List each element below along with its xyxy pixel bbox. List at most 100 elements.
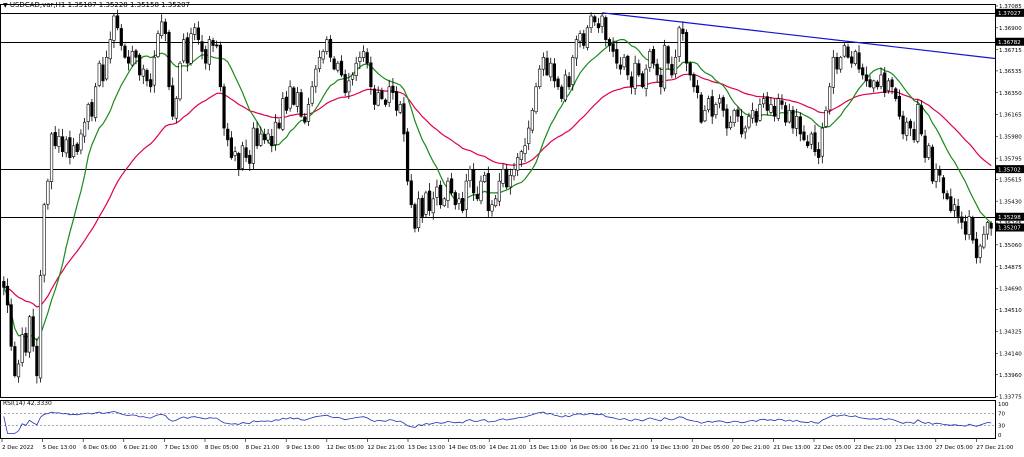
candle [985, 220, 990, 240]
y-axis-tick-label: 1.34510 [999, 308, 1022, 314]
candle [475, 186, 479, 202]
candle [350, 72, 355, 86]
candle [127, 50, 131, 71]
candle [927, 143, 931, 161]
candle [695, 79, 700, 99]
candle [728, 116, 733, 130]
candle [439, 180, 443, 209]
candle [380, 87, 384, 101]
candle [890, 76, 894, 95]
candle [949, 188, 953, 213]
x-axis-tick-label: 22 Dec 21:00 [855, 445, 892, 451]
x-axis-tick-label: 5 Dec 13:00 [43, 445, 77, 451]
candle [952, 198, 957, 218]
candle [886, 78, 890, 94]
candle [365, 48, 369, 69]
svg-text:1.35702: 1.35702 [998, 167, 1021, 173]
chevron-down-icon[interactable]: ▼ [3, 2, 8, 9]
candle [813, 124, 817, 156]
candle [248, 149, 252, 171]
candle [255, 121, 259, 149]
candle [453, 190, 457, 210]
candle [552, 58, 556, 88]
candle [820, 122, 824, 164]
candle [222, 83, 226, 136]
candle [321, 49, 325, 64]
candle [916, 99, 920, 144]
candle [769, 96, 773, 115]
candle [53, 126, 57, 149]
x-axis-tick-label: 12 Dec 21:00 [367, 445, 404, 451]
y-axis-tick-label: 1.35795 [999, 156, 1022, 162]
candle [596, 17, 601, 33]
candle [226, 122, 230, 147]
candle [857, 45, 861, 74]
candle [791, 105, 795, 134]
y-axis-tick-label: 1.36535 [999, 69, 1022, 75]
svg-text:1.35298: 1.35298 [998, 215, 1021, 221]
candle [233, 146, 237, 162]
candle [130, 45, 134, 67]
candle [266, 129, 270, 144]
rsi-axis-tick: 70 [998, 411, 1005, 417]
candle [681, 21, 685, 41]
x-axis-tick-label: 9 Dec 13:00 [286, 445, 320, 451]
candle [758, 98, 762, 122]
rsi-label: RSI(14) 42.3330 [3, 400, 52, 407]
candle [736, 106, 740, 123]
ohlc-values: 1.35187 1.35228 1.35158 1.35207 [67, 1, 191, 9]
candle [317, 50, 322, 73]
candle [402, 96, 406, 142]
candle [971, 215, 975, 244]
x-axis-tick-label: 27 Dec 21:00 [976, 445, 1013, 451]
candle [71, 137, 76, 159]
candle [640, 71, 645, 89]
x-axis-tick-label: 15 Dec 13:00 [530, 445, 567, 451]
candle [644, 64, 648, 97]
candle [934, 163, 938, 189]
candle [828, 82, 832, 115]
candle [229, 131, 233, 160]
candle [339, 55, 344, 78]
candle [468, 165, 472, 188]
candle [391, 78, 395, 100]
candle [398, 100, 402, 115]
candle [270, 128, 274, 153]
candle [945, 190, 949, 201]
candle [394, 86, 399, 117]
rsi-pane-frame [0, 400, 996, 439]
slow-moving-average-line [3, 73, 992, 308]
trendline[interactable] [602, 12, 996, 60]
candle [549, 57, 553, 82]
y-axis-tick-label: 1.35060 [999, 243, 1022, 249]
candle [405, 128, 410, 186]
candle [420, 195, 424, 223]
candle [306, 97, 311, 126]
candle [116, 9, 120, 31]
candle [24, 327, 28, 357]
level-price-label: 1.36782 [996, 37, 1024, 46]
candle [141, 64, 145, 85]
candle [149, 73, 153, 93]
candle [281, 92, 285, 132]
candle [416, 191, 421, 232]
candle [152, 50, 156, 93]
candle [97, 60, 101, 88]
candle [567, 72, 571, 90]
candle [13, 341, 17, 378]
candle [490, 200, 494, 217]
candle [46, 178, 50, 210]
candle [409, 174, 413, 209]
candle [806, 135, 810, 149]
candle [831, 50, 835, 94]
candle [215, 40, 219, 49]
candle [336, 60, 340, 73]
candle [618, 57, 623, 75]
candle [795, 108, 799, 137]
candle [673, 49, 678, 78]
candle [864, 66, 868, 87]
svg-text:1.36782: 1.36782 [998, 40, 1021, 46]
candle [38, 269, 43, 383]
x-axis-tick-label: 14 Dec 21:00 [489, 445, 526, 451]
